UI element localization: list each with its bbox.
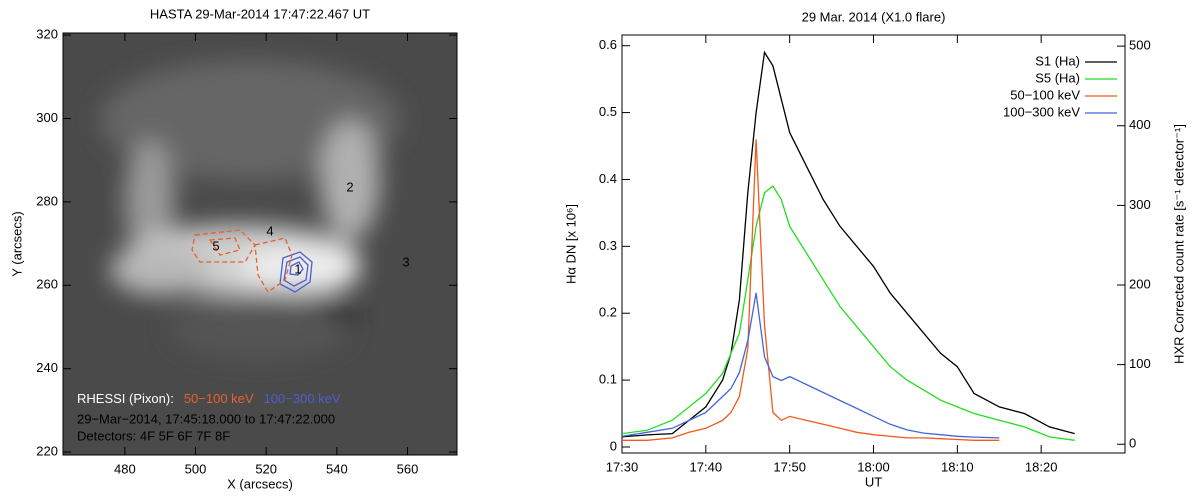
x-tick-label: 18:20: [1025, 459, 1058, 474]
y-axis-label: Y (arcsecs): [9, 211, 24, 277]
series-line: [622, 139, 1000, 441]
y-tick-label: 0.1: [599, 372, 617, 387]
plot-area: [622, 50, 1075, 441]
y2-tick-label: 200: [1129, 276, 1151, 291]
legend-item: 100−300 keV: [264, 391, 341, 406]
y2-axis-label: HXR Corrected count rate [s⁻¹ detector⁻¹…: [1171, 124, 1186, 364]
hxr-contour-low: [191, 229, 293, 293]
x-tick-label: 17:50: [773, 459, 806, 474]
y-tick-label: 0: [610, 438, 617, 453]
legend-line: Detectors: 4F 5F 6F 7F 8F: [77, 428, 230, 443]
y-tick-label: 260: [36, 277, 58, 292]
solar-image: [63, 33, 457, 455]
y2-tick-label: 500: [1129, 38, 1151, 53]
y-tick-label: 0.2: [599, 305, 617, 320]
y2-tick-label: 400: [1129, 117, 1151, 132]
legend-label: S5 (Ha): [1035, 70, 1080, 85]
region-label: 1: [294, 261, 301, 276]
y-tick-label: 0.6: [599, 37, 617, 52]
series-line: [622, 292, 1000, 439]
legend-line: 29−Mar−2014, 17:45:18.000 to 17:47:22.00…: [77, 411, 335, 426]
y-tick-label: 320: [36, 27, 58, 42]
region-label: 3: [402, 254, 409, 269]
y-axis-label: Hα DN [x 10⁶]: [563, 204, 578, 284]
y-tick-label: 220: [36, 444, 58, 459]
y2-tick-label: 100: [1129, 356, 1151, 371]
chart-title: 29 Mar. 2014 (X1.0 flare): [802, 9, 946, 24]
y-tick-label: 240: [36, 360, 58, 375]
chart-title: HASTA 29-Mar-2014 17:47:22.467 UT: [150, 6, 370, 21]
region-label: 5: [212, 238, 219, 253]
region-label: 4: [266, 223, 273, 238]
x-tick-label: 18:10: [941, 459, 974, 474]
y-tick-label: 0.5: [599, 104, 617, 119]
legend-label: S1 (Ha): [1035, 53, 1080, 68]
x-tick-label: 540: [326, 461, 348, 476]
region-label: 2: [346, 179, 353, 194]
y-tick-label: 0.4: [599, 171, 617, 186]
x-tick-label: 17:40: [690, 459, 723, 474]
y-tick-label: 0.3: [599, 238, 617, 253]
x-tick-label: 18:00: [857, 459, 890, 474]
y2-tick-label: 300: [1129, 197, 1151, 212]
x-tick-label: 500: [185, 461, 207, 476]
x-axis-label: UT: [865, 474, 882, 489]
legend: RHESSI (Pixon): 50−100 keV 100−300 keV: [77, 391, 341, 406]
y-tick-label: 300: [36, 110, 58, 125]
legend-item: 50−100 keV: [184, 391, 254, 406]
series-line: [622, 185, 1075, 441]
legend-label: 100−300 keV: [1003, 104, 1080, 119]
series-line: [622, 50, 1075, 438]
x-tick-label: 17:30: [606, 459, 639, 474]
x-axis-label: X (arcsecs): [227, 476, 293, 491]
y2-tick-label: 0: [1129, 436, 1136, 451]
x-tick-label: 560: [397, 461, 419, 476]
legend-title: RHESSI (Pixon):: [77, 391, 174, 406]
y-tick-label: 280: [36, 193, 58, 208]
x-tick-label: 520: [255, 461, 277, 476]
image-frame: [62, 32, 458, 456]
legend-label: 50−100 keV: [1010, 87, 1080, 102]
x-tick-label: 480: [114, 461, 136, 476]
